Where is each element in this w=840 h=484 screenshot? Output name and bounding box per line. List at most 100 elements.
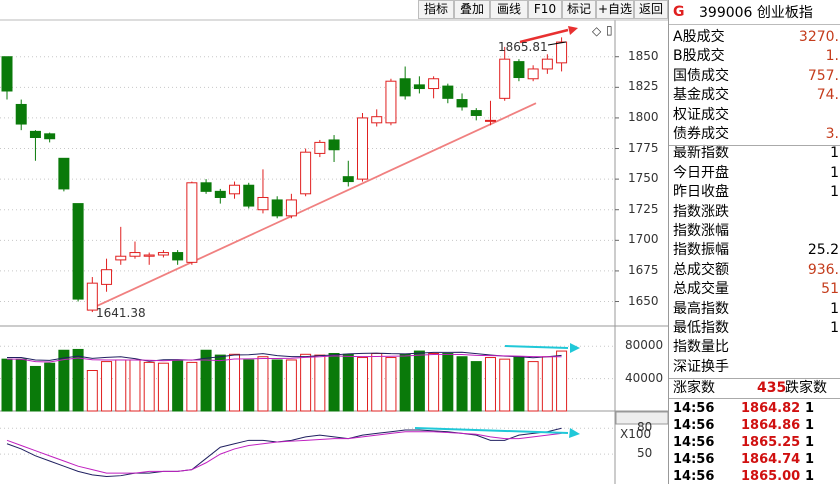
tick-row: 14:56 1865.25 1 bbox=[669, 433, 840, 452]
candle-up bbox=[285, 199, 297, 217]
stat-label: B股成交 bbox=[673, 48, 725, 65]
candle-down bbox=[470, 110, 482, 116]
high-annotation: 1865.81 bbox=[498, 40, 548, 54]
index-code-name: 399006 创业板指 bbox=[699, 5, 813, 21]
price-tick-label: 1800 bbox=[628, 109, 659, 124]
tick-price: 1864.82 bbox=[741, 401, 801, 416]
volume-bar-down bbox=[513, 356, 525, 412]
up-count-label: 涨家数 bbox=[673, 380, 715, 396]
candle-up bbox=[129, 252, 141, 257]
stat-label: 国债成交 bbox=[673, 67, 729, 84]
toolbar-button-mark[interactable]: 标记 bbox=[562, 0, 596, 19]
stat-value: 1 bbox=[830, 300, 839, 317]
candle-down bbox=[214, 190, 226, 198]
volume-bar-down bbox=[413, 350, 425, 412]
stat-row: 指数涨跌 bbox=[669, 203, 840, 222]
toolbar-button-draw-line[interactable]: 画线 bbox=[490, 0, 528, 19]
tick-vol: 1 bbox=[805, 435, 815, 450]
stat-row: 国债成交 757. bbox=[669, 67, 840, 86]
stat-label: 指数量比 bbox=[673, 339, 729, 356]
toolbar-button-indicator[interactable]: 指标 bbox=[418, 0, 454, 19]
volume-multiplier: X100 bbox=[620, 427, 652, 441]
stat-label: 昨日收盘 bbox=[673, 184, 729, 201]
tick-price: 1865.00 bbox=[741, 469, 801, 484]
volume-bar-up bbox=[357, 357, 368, 412]
window-toggle-icon[interactable]: ▯ bbox=[606, 23, 613, 37]
stat-value: 757. bbox=[807, 67, 839, 84]
stat-value: 3270. bbox=[798, 29, 839, 45]
candle-down bbox=[399, 78, 411, 97]
up-count-value: 435 bbox=[757, 380, 787, 396]
stat-label: 最高指数 bbox=[673, 300, 729, 317]
volume-bar-up bbox=[143, 361, 155, 412]
candle-up bbox=[115, 255, 127, 261]
candle-down bbox=[456, 99, 468, 108]
red-arrow bbox=[519, 28, 569, 44]
volume-bar-down bbox=[172, 360, 184, 412]
stat-label: 指数涨幅 bbox=[673, 223, 729, 239]
candle-up bbox=[186, 182, 198, 263]
indicator-line-2 bbox=[6, 431, 562, 474]
volume-bar-down bbox=[214, 354, 226, 412]
volume-bar-down bbox=[328, 352, 340, 412]
candle-up bbox=[527, 68, 539, 80]
volume-bar-down bbox=[442, 352, 454, 412]
stat-row: 昨日收盘 1 bbox=[669, 183, 840, 202]
kline-chart-area[interactable]: 1650 1675 1700 1725 1750 1775 1800 1825 1850 400… bbox=[0, 0, 668, 484]
kline-chart[interactable] bbox=[0, 0, 668, 484]
price-tick-label: 1675 bbox=[628, 262, 659, 277]
stat-label: 权证成交 bbox=[673, 106, 729, 123]
candle-up bbox=[385, 80, 397, 124]
stats-divider-2 bbox=[669, 378, 840, 379]
stat-value: 3. bbox=[825, 126, 839, 142]
price-tick-label: 1825 bbox=[628, 79, 659, 94]
high-pointer bbox=[547, 41, 567, 46]
diamond-icon[interactable]: ◇ bbox=[592, 24, 602, 38]
candle-up bbox=[143, 254, 155, 257]
trend-line bbox=[87, 102, 537, 311]
stat-row: 指数量比 bbox=[669, 338, 840, 357]
volume-ma-line bbox=[7, 351, 562, 362]
cyan-arrow-indicator bbox=[414, 427, 569, 434]
candle-up bbox=[86, 282, 98, 311]
stat-label: 深证换手 bbox=[673, 358, 729, 375]
candle-up bbox=[428, 78, 440, 90]
volume-bar-down bbox=[15, 358, 27, 412]
volume-bar-up bbox=[300, 353, 312, 412]
stat-value: 936. bbox=[807, 261, 839, 278]
volume-bar-up bbox=[527, 361, 539, 412]
toolbar-button-overlay[interactable]: 叠加 bbox=[454, 0, 490, 19]
stat-value: 1 bbox=[830, 320, 839, 336]
volume-bar-up bbox=[186, 361, 198, 412]
stats-divider-1 bbox=[669, 145, 840, 146]
candle-down bbox=[58, 157, 70, 190]
stat-label: 指数涨跌 bbox=[673, 203, 729, 220]
tick-time: 14:56 bbox=[673, 418, 715, 433]
toolbar-button-f10[interactable]: F10 bbox=[528, 0, 562, 19]
stat-row: 最高指数 1 bbox=[669, 300, 840, 319]
stat-label: 指数振幅 bbox=[673, 242, 729, 259]
volume-bar-up bbox=[484, 357, 496, 412]
stats-divider-3 bbox=[669, 398, 840, 399]
stat-row: 债券成交 3. bbox=[669, 125, 840, 144]
stat-row: A股成交 3270. bbox=[669, 28, 840, 47]
volume-bar-up bbox=[314, 354, 326, 412]
candle-up bbox=[556, 41, 568, 64]
stat-label: 最低指数 bbox=[673, 320, 729, 336]
g-logo-icon: G bbox=[673, 4, 685, 20]
toolbar-button-back[interactable]: 返回 bbox=[634, 0, 668, 19]
toolbar-button-add-watchlist[interactable]: +自选 bbox=[596, 0, 634, 19]
tick-row: 14:56 1864.86 1 bbox=[669, 416, 840, 435]
price-tick-label: 1850 bbox=[628, 48, 659, 63]
candle-down bbox=[342, 176, 354, 183]
candle-down bbox=[72, 203, 84, 300]
down-count-label: 跌家数 bbox=[785, 380, 827, 396]
cyan-arrow-volume bbox=[504, 345, 569, 349]
stat-value: 51 bbox=[821, 281, 839, 298]
volume-bar-down bbox=[470, 361, 482, 412]
cyan-arrow-indicator-head bbox=[569, 428, 580, 438]
stat-label: 总成交量 bbox=[673, 281, 729, 298]
price-tick-label: 1700 bbox=[628, 232, 659, 247]
tick-time: 14:56 bbox=[673, 435, 715, 450]
candle-up bbox=[300, 151, 312, 195]
